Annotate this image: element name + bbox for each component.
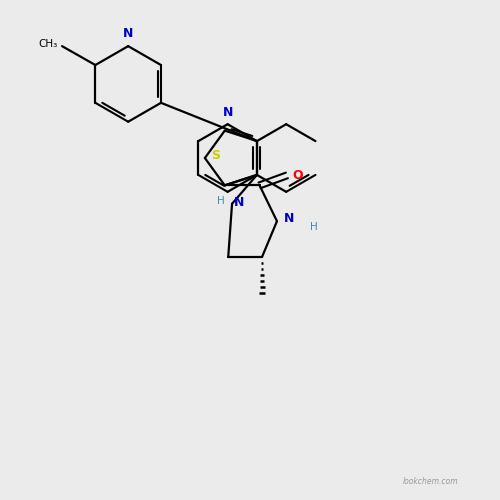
- Text: CH₃: CH₃: [39, 39, 58, 49]
- Text: H: H: [310, 222, 318, 232]
- Text: lookchem.com: lookchem.com: [403, 477, 459, 486]
- Text: H: H: [218, 196, 225, 206]
- Text: O: O: [292, 169, 302, 182]
- Text: N: N: [234, 196, 244, 209]
- Text: N: N: [284, 212, 294, 224]
- Text: S: S: [211, 148, 220, 162]
- Text: N: N: [123, 27, 134, 40]
- Text: N: N: [222, 106, 233, 119]
